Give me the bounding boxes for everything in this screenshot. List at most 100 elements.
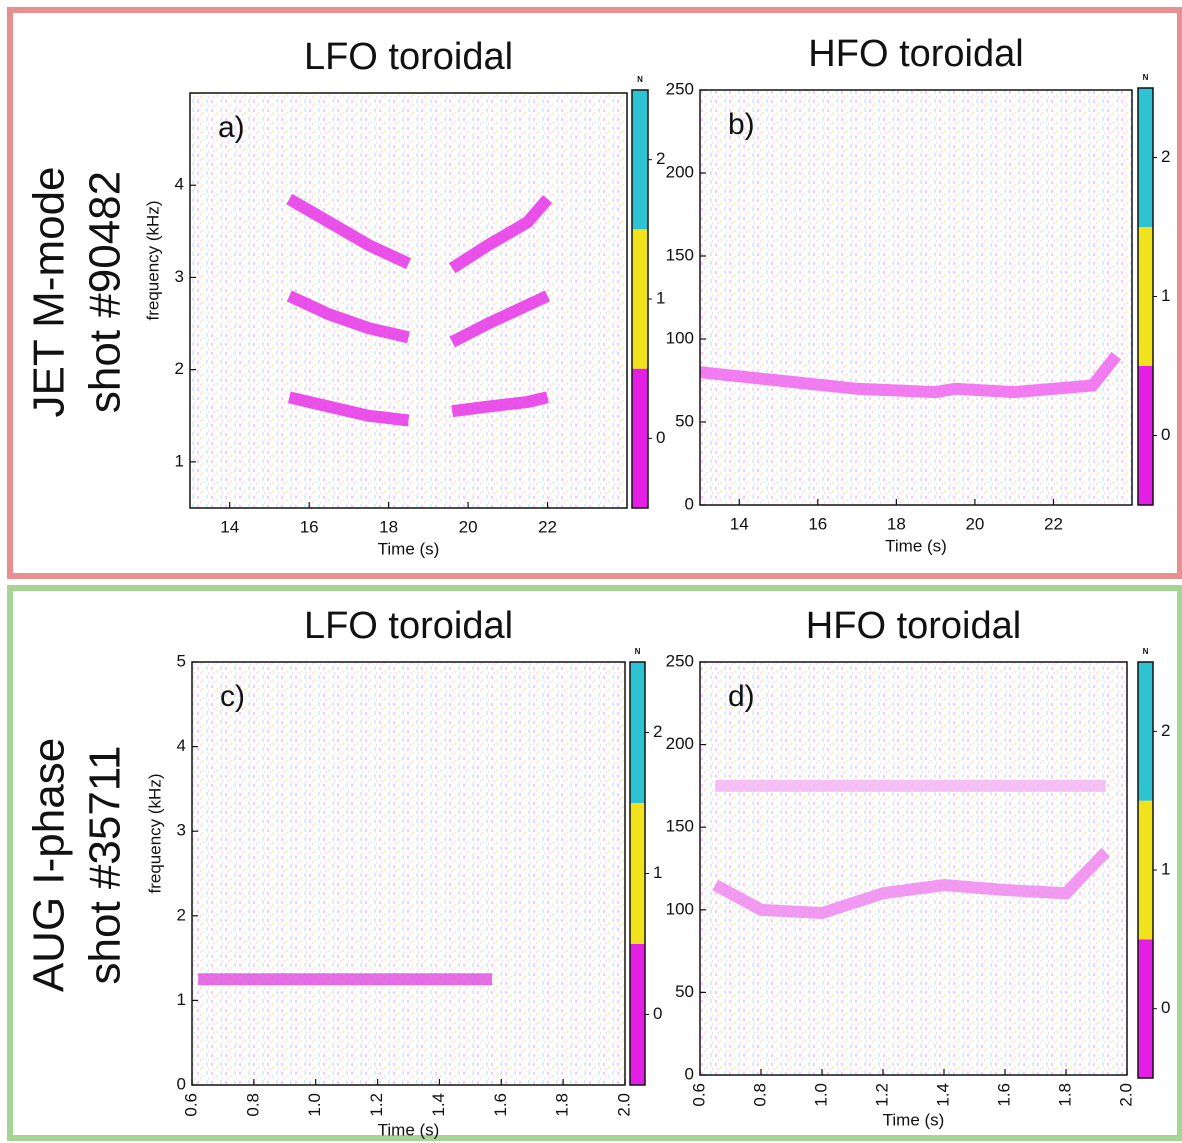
y-tick-label: 5 <box>177 651 186 670</box>
colorbar-segment <box>1138 366 1153 505</box>
y-tick-label: 100 <box>666 899 694 918</box>
y-tick-label: 4 <box>175 175 184 194</box>
y-tick-label: 150 <box>666 817 694 836</box>
x-tick-label: 18 <box>379 517 398 536</box>
x-tick-label: 1.0 <box>811 1083 830 1107</box>
plot-area <box>190 93 627 508</box>
x-axis-label: Time (s) <box>883 1110 945 1129</box>
colorbar-tick-label: 2 <box>1161 147 1170 166</box>
group-frame <box>7 585 1182 1141</box>
y-tick-label: 2 <box>177 905 186 924</box>
colorbar-segment <box>1138 939 1153 1078</box>
plot-area <box>192 662 625 1085</box>
row-label: shot #35711 <box>81 746 130 985</box>
y-tick-label: 150 <box>666 245 694 264</box>
plot-frame <box>189 92 628 509</box>
mode-band <box>287 391 549 427</box>
mode-band <box>712 847 1111 920</box>
y-axis-label: frequency (kHz) <box>143 201 162 321</box>
x-tick-label: 1.8 <box>1055 1083 1074 1107</box>
x-tick-label: 1.2 <box>367 1093 386 1117</box>
x-tick-label: 2.0 <box>614 1093 633 1117</box>
row-label: AUG I-phase <box>25 738 74 992</box>
colorbar-segment <box>630 662 645 803</box>
mode-band <box>286 290 551 348</box>
panel-label: a) <box>218 111 245 144</box>
colorbar-tick-label: 1 <box>1161 859 1170 878</box>
x-tick-label: 16 <box>808 514 827 533</box>
colorbar-label: N <box>1143 73 1149 82</box>
x-tick-label: 20 <box>459 517 478 536</box>
x-tick-label: 20 <box>965 514 984 533</box>
x-tick-label: 1.4 <box>429 1093 448 1117</box>
colorbar-segment <box>1138 88 1153 227</box>
x-tick-label: 0.8 <box>750 1083 769 1107</box>
y-tick-label: 100 <box>666 328 694 347</box>
colorbar-segment <box>630 944 645 1085</box>
colorbar-segment <box>630 803 645 944</box>
y-axis-label: frequency (kHz) <box>145 774 164 894</box>
x-tick-label: 18 <box>887 514 906 533</box>
y-tick-label: 50 <box>675 411 694 430</box>
chart-title: HFO toroidal <box>806 605 1021 647</box>
x-axis-label: Time (s) <box>378 1120 440 1139</box>
y-tick-label: 0 <box>177 1074 186 1093</box>
y-tick-label: 1 <box>177 990 186 1009</box>
x-tick-label: 0.6 <box>689 1083 708 1107</box>
x-tick-label: 1.8 <box>553 1093 572 1117</box>
colorbar-segment <box>632 90 648 230</box>
colorbar-tick-label: 2 <box>653 722 662 741</box>
plot-frame <box>191 661 626 1086</box>
colorbar-label: N <box>635 647 641 656</box>
x-tick-label: 0.6 <box>181 1093 200 1117</box>
panel-label: c) <box>220 680 245 713</box>
y-tick-label: 0 <box>685 494 694 513</box>
plot-frame <box>699 661 1128 1076</box>
y-tick-label: 200 <box>666 734 694 753</box>
panel-label: d) <box>728 680 755 713</box>
x-tick-label: 1.0 <box>305 1093 324 1117</box>
x-tick-label: 14 <box>730 514 749 533</box>
x-tick-label: 2.0 <box>1116 1083 1135 1107</box>
x-tick-label: 22 <box>538 517 557 536</box>
colorbar-segment <box>632 229 648 369</box>
y-tick-label: 250 <box>666 79 694 98</box>
chart-title: LFO toroidal <box>304 605 513 647</box>
group-frame <box>7 7 1182 579</box>
mode-band <box>286 193 553 274</box>
row-label: JET M-mode <box>25 166 74 417</box>
x-tick-label: 0.8 <box>243 1093 262 1117</box>
x-tick-label: 16 <box>300 517 319 536</box>
colorbar-tick-label: 0 <box>653 1004 662 1023</box>
row-label: shot #90482 <box>81 171 130 413</box>
colorbar-segment <box>1138 662 1153 801</box>
colorbar-segment <box>632 368 648 508</box>
plot-area <box>700 662 1127 1075</box>
colorbar-segment <box>1138 227 1153 366</box>
x-tick-label: 1.4 <box>933 1083 952 1107</box>
colorbar-segment <box>1138 800 1153 940</box>
x-tick-label: 22 <box>1044 514 1063 533</box>
colorbar-label: N <box>1143 647 1149 656</box>
y-tick-label: 3 <box>175 267 184 286</box>
y-tick-label: 4 <box>177 736 186 755</box>
x-tick-label: 1.2 <box>872 1083 891 1107</box>
y-tick-label: 50 <box>675 982 694 1001</box>
y-tick-label: 200 <box>666 162 694 181</box>
colorbar-label: N <box>637 75 643 84</box>
x-tick-label: 14 <box>220 517 239 536</box>
panel-label: b) <box>728 108 755 141</box>
mode-band <box>699 351 1122 399</box>
y-tick-label: 1 <box>175 451 184 470</box>
colorbar-tick-label: 2 <box>1161 721 1170 740</box>
colorbar-tick-label: 1 <box>653 863 662 882</box>
y-tick-label: 2 <box>175 359 184 378</box>
colorbar-tick-label: 1 <box>656 288 665 307</box>
x-tick-label: 1.6 <box>491 1093 510 1117</box>
plot-area <box>700 90 1132 505</box>
plot-frame <box>699 89 1133 506</box>
y-tick-label: 250 <box>666 651 694 670</box>
y-tick-label: 0 <box>685 1064 694 1083</box>
colorbar-tick-label: 0 <box>656 428 665 447</box>
